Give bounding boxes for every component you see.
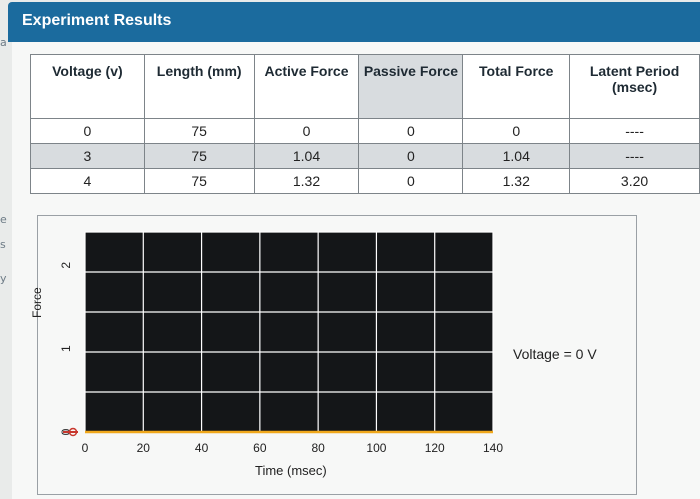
table-row[interactable]: 3 75 1.04 0 1.04 ---- (30, 143, 700, 169)
col-header-latent-period: Latent Period (msec) (569, 54, 700, 119)
x-tick-label: 60 (253, 441, 267, 455)
x-axis-label: Time (msec) (255, 463, 327, 478)
y-axis-label: Force (30, 287, 44, 318)
cell-passive-force: 0 (358, 168, 464, 194)
x-tick-label: 0 (82, 441, 89, 455)
edge-mark: a (0, 36, 7, 49)
cell-total-force: 1.32 (462, 168, 571, 194)
y-tick-label: 2 (59, 262, 73, 269)
x-tick-label: 20 (137, 441, 151, 455)
cell-total-force: 0 (462, 118, 571, 144)
x-tick-label: 140 (483, 441, 503, 455)
voltage-annotation: Voltage = 0 V (513, 346, 597, 362)
y-tick-label: 1 (59, 345, 73, 352)
results-title: Experiment Results (22, 12, 172, 29)
col-header-passive-force: Passive Force (358, 54, 464, 119)
cell-voltage: 3 (30, 143, 145, 169)
edge-mark: y (0, 272, 7, 285)
cell-voltage: 4 (30, 168, 145, 194)
plot-area (85, 232, 493, 432)
cell-passive-force: 0 (358, 143, 464, 169)
col-header-total-force: Total Force (462, 54, 571, 119)
table-header-row: Voltage (v) Length (mm) Active Force Pas… (30, 54, 700, 119)
cell-passive-force: 0 (358, 118, 464, 144)
x-tick-label: 80 (311, 441, 325, 455)
cell-latent-period: ---- (569, 143, 700, 169)
results-table: Voltage (v) Length (mm) Active Force Pas… (30, 54, 700, 194)
cell-active-force: 1.04 (253, 143, 360, 169)
table-row[interactable]: 4 75 1.32 0 1.32 3.20 (30, 168, 700, 194)
cell-total-force: 1.04 (462, 143, 571, 169)
col-header-length: Length (mm) (143, 54, 255, 119)
cell-length: 75 (143, 168, 255, 194)
x-tick-label: 100 (366, 441, 386, 455)
table-row[interactable]: 0 75 0 0 0 ---- (30, 118, 700, 144)
results-header: Experiment Results (8, 2, 700, 42)
edge-mark: e (0, 213, 7, 226)
edge-mark: s (0, 238, 6, 251)
x-tick-label: 120 (425, 441, 445, 455)
marker-dot (68, 427, 78, 437)
x-tick-label: 40 (195, 441, 209, 455)
cell-active-force: 1.32 (253, 168, 360, 194)
cell-latent-period: 3.20 (569, 168, 700, 194)
